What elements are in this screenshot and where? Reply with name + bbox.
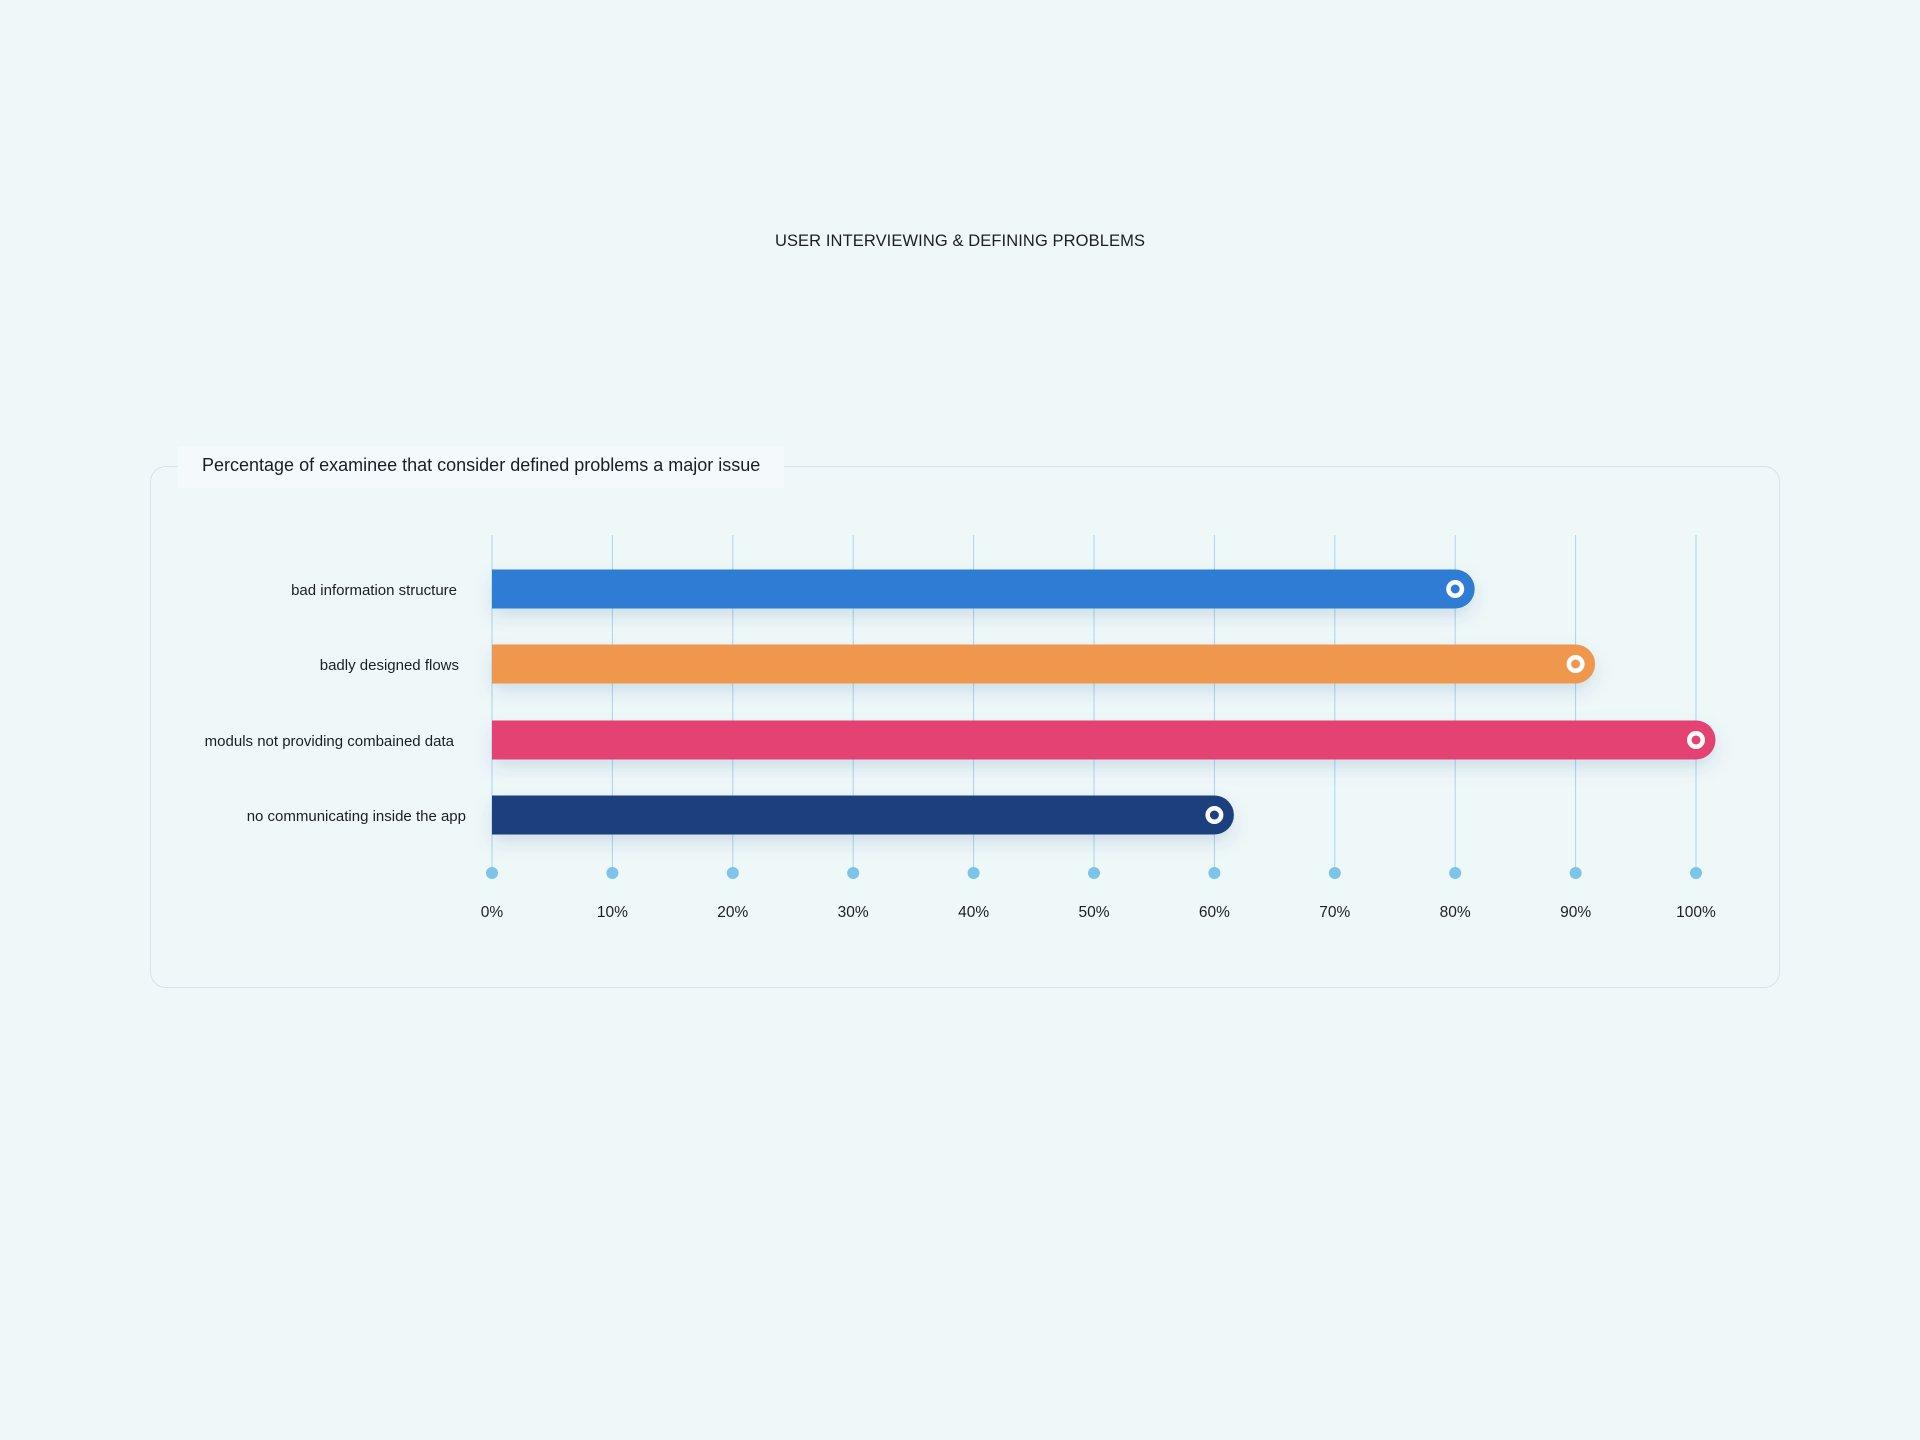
page-title: USER INTERVIEWING & DEFINING PROBLEMS <box>774 232 1146 250</box>
bar-end-marker-center <box>1450 584 1460 594</box>
tick-label: 10% <box>597 904 628 921</box>
bar <box>492 720 1716 760</box>
bar-end-marker-center <box>1691 735 1701 745</box>
tick-label: 100% <box>1676 904 1716 921</box>
tick-label: 60% <box>1199 904 1230 921</box>
tick-dot <box>1449 867 1462 879</box>
category-label: no communicating inside the app <box>247 808 466 825</box>
bar-end-marker-center <box>1571 659 1581 669</box>
tick-dot <box>967 867 980 879</box>
chart-card <box>150 466 1780 988</box>
bar <box>492 569 1475 609</box>
tick-dot <box>1328 867 1341 879</box>
tick-dot <box>847 867 860 879</box>
tick-dot <box>486 867 498 879</box>
category-label: moduls not providing combained data <box>205 733 455 750</box>
tick-label: 0% <box>481 904 504 921</box>
category-labels: bad information structure badly designed … <box>205 582 466 825</box>
category-label: bad information structure <box>291 582 457 599</box>
bar-end-marker-center <box>1209 810 1219 820</box>
bars <box>492 569 1716 835</box>
chart-title: Percentage of examinee that consider def… <box>178 446 785 488</box>
tick-label: 20% <box>717 904 748 921</box>
tick-dot <box>726 867 739 879</box>
tick-label: 40% <box>958 904 989 921</box>
tick-label: 80% <box>1440 904 1471 921</box>
tick-dot <box>1690 867 1702 879</box>
tick-label: 90% <box>1560 904 1591 921</box>
tick-dot <box>606 867 619 879</box>
tick-label: 70% <box>1319 904 1350 921</box>
bar <box>492 644 1596 684</box>
bar <box>492 795 1234 835</box>
tick-dot <box>1088 867 1100 879</box>
category-label: badly designed flows <box>320 657 459 674</box>
tick-label: 30% <box>838 904 869 921</box>
tick-dot <box>1569 867 1582 879</box>
tick-label: 50% <box>1078 904 1109 921</box>
x-axis: 0% 10% 20% 30% 40% 50% 60% 70% 80% 90% 100% <box>481 867 1716 921</box>
tick-dot <box>1208 867 1221 879</box>
